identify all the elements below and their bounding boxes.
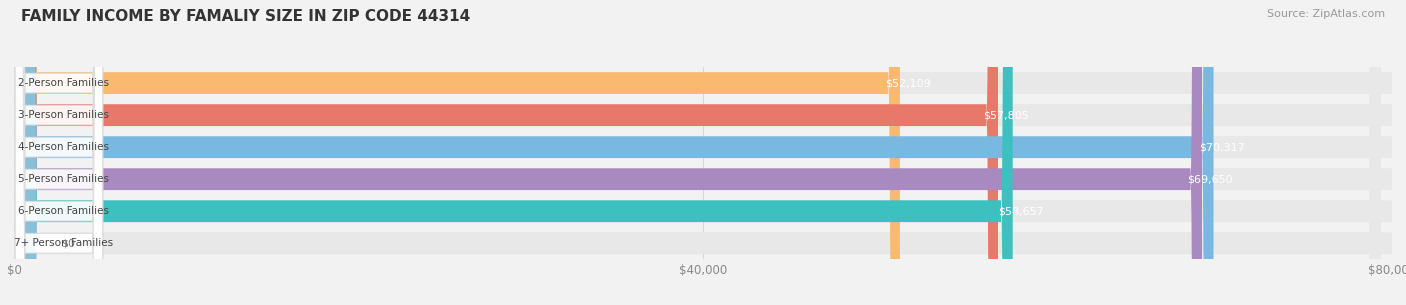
FancyBboxPatch shape <box>15 0 103 305</box>
FancyBboxPatch shape <box>15 0 103 305</box>
FancyBboxPatch shape <box>14 104 1392 126</box>
Text: $0: $0 <box>60 238 75 248</box>
FancyBboxPatch shape <box>14 168 1392 190</box>
FancyBboxPatch shape <box>25 0 1202 305</box>
Text: $58,657: $58,657 <box>998 206 1043 216</box>
Text: Source: ZipAtlas.com: Source: ZipAtlas.com <box>1267 9 1385 19</box>
Text: $57,805: $57,805 <box>983 110 1029 120</box>
Text: $52,109: $52,109 <box>886 78 931 88</box>
FancyBboxPatch shape <box>25 0 1012 305</box>
FancyBboxPatch shape <box>14 72 1392 94</box>
Text: 5-Person Families: 5-Person Families <box>18 174 108 184</box>
Text: 2-Person Families: 2-Person Families <box>18 78 108 88</box>
Text: $70,317: $70,317 <box>1199 142 1244 152</box>
Text: 4-Person Families: 4-Person Families <box>18 142 108 152</box>
Text: 7+ Person Families: 7+ Person Families <box>14 238 112 248</box>
FancyBboxPatch shape <box>25 0 998 305</box>
FancyBboxPatch shape <box>25 0 1213 305</box>
FancyBboxPatch shape <box>15 0 103 305</box>
FancyBboxPatch shape <box>14 136 1392 158</box>
Text: FAMILY INCOME BY FAMALIY SIZE IN ZIP CODE 44314: FAMILY INCOME BY FAMALIY SIZE IN ZIP COD… <box>21 9 471 24</box>
Text: 3-Person Families: 3-Person Families <box>18 110 108 120</box>
FancyBboxPatch shape <box>15 0 103 305</box>
FancyBboxPatch shape <box>14 200 1392 222</box>
FancyBboxPatch shape <box>25 0 900 305</box>
FancyBboxPatch shape <box>20 0 38 305</box>
FancyBboxPatch shape <box>15 0 103 305</box>
FancyBboxPatch shape <box>25 0 1381 305</box>
FancyBboxPatch shape <box>15 0 103 305</box>
FancyBboxPatch shape <box>25 0 1381 305</box>
FancyBboxPatch shape <box>14 232 1392 254</box>
FancyBboxPatch shape <box>25 0 1381 305</box>
Text: 6-Person Families: 6-Person Families <box>18 206 108 216</box>
FancyBboxPatch shape <box>25 0 1381 305</box>
FancyBboxPatch shape <box>25 0 1381 305</box>
Text: $69,650: $69,650 <box>1188 174 1233 184</box>
FancyBboxPatch shape <box>25 0 1381 305</box>
